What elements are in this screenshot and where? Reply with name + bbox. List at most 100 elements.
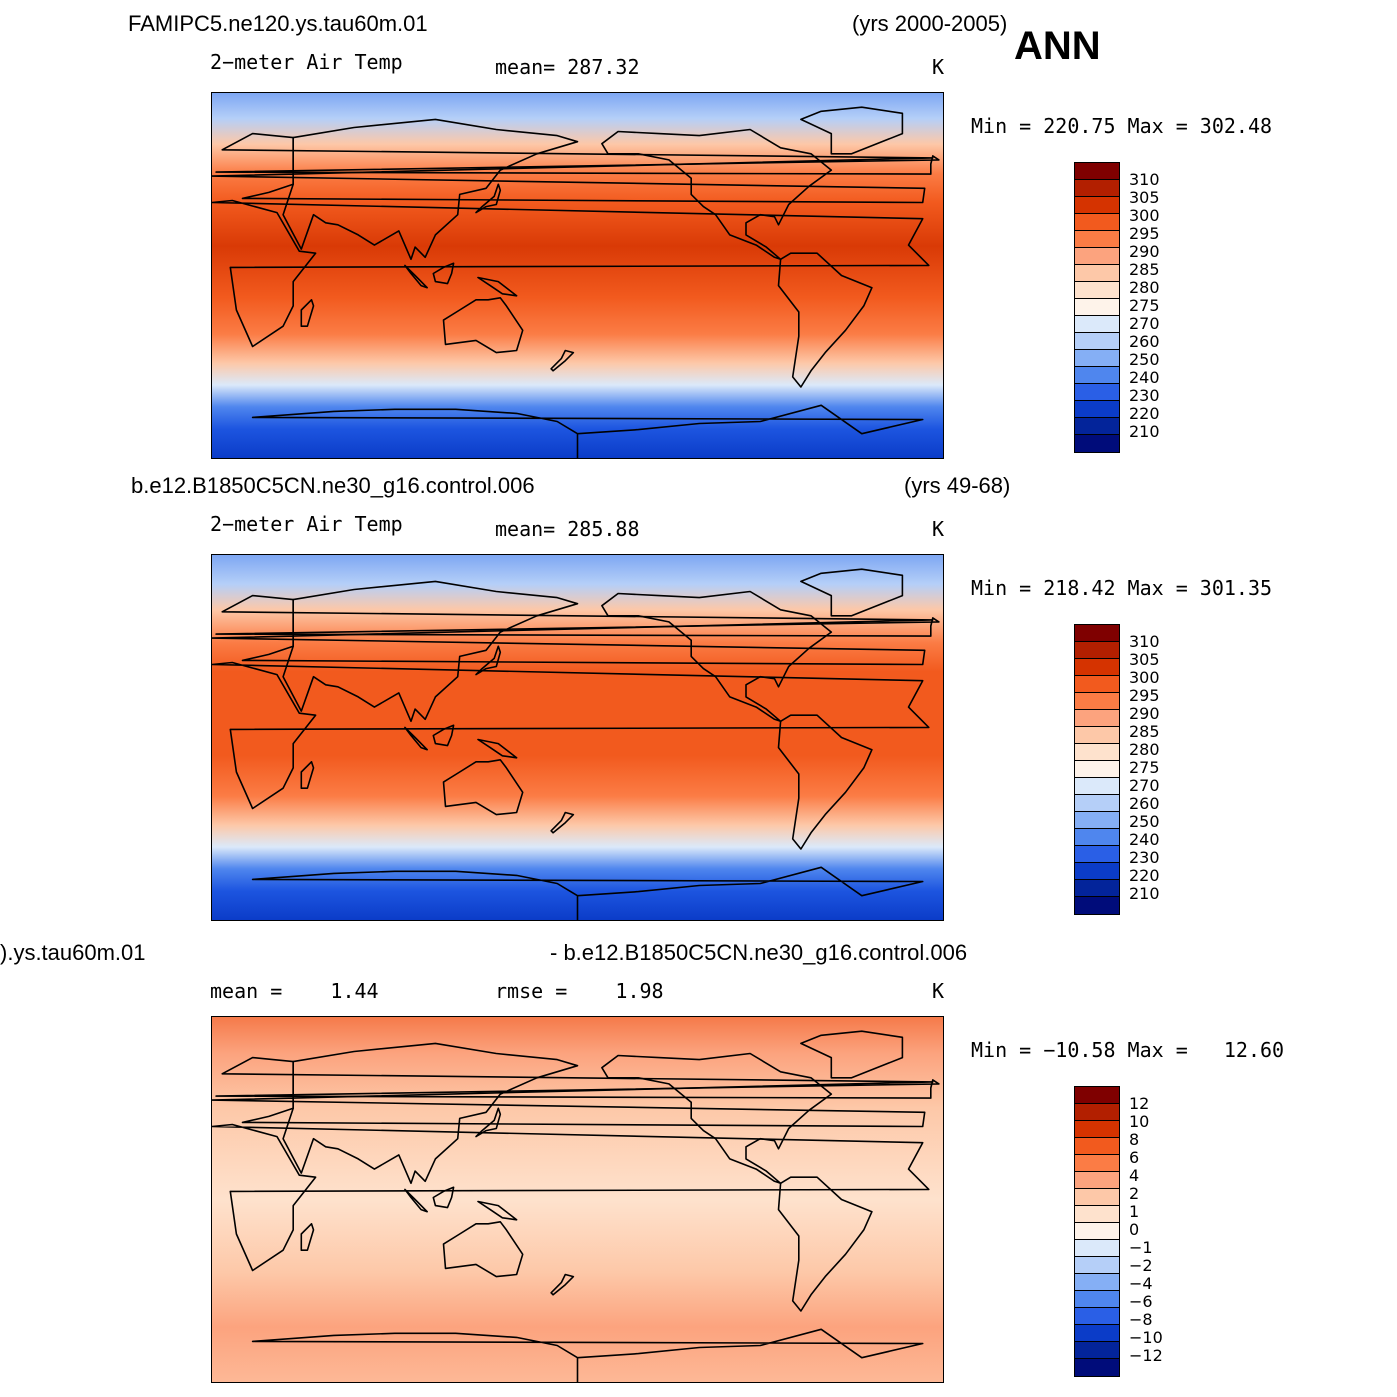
coastline xyxy=(432,1186,455,1209)
coastline xyxy=(777,1176,873,1312)
colorbar-tick-label: 2 xyxy=(1129,1184,1140,1203)
colorbar-tick-label: 310 xyxy=(1129,170,1160,189)
colorbar-cell xyxy=(1075,282,1119,299)
coastline xyxy=(550,349,575,372)
colorbar-tick-label: 310 xyxy=(1129,632,1160,651)
mean-label: mean= 287.32 xyxy=(495,55,640,79)
colorbar-cell xyxy=(1075,863,1119,880)
colorbar-cell xyxy=(1075,880,1119,897)
colorbar-cell xyxy=(1075,625,1119,642)
map-svg xyxy=(212,555,943,920)
coastline xyxy=(300,761,315,789)
coastline xyxy=(550,811,575,834)
colorbar-tick-label: −2 xyxy=(1129,1256,1153,1275)
colorbar-tick-label: 280 xyxy=(1129,278,1160,297)
map-svg xyxy=(212,93,943,458)
coastline xyxy=(442,297,524,354)
colorbar-tick-label: 290 xyxy=(1129,242,1160,261)
colorbar-cell xyxy=(1075,350,1119,367)
colorbar-cell xyxy=(1075,367,1119,384)
coastline xyxy=(251,404,924,458)
coastline xyxy=(212,132,934,204)
coastline xyxy=(601,128,833,261)
case-name: ).ys.tau60m.01 xyxy=(0,940,146,965)
colorbar-cell xyxy=(1075,642,1119,659)
coastline xyxy=(475,183,502,214)
colorbar-tick-label: 300 xyxy=(1129,668,1160,687)
colorbar-cell xyxy=(1075,659,1119,676)
temperature-field xyxy=(212,555,943,920)
colorbar-cell xyxy=(1075,1359,1119,1376)
min-max-label: Min = 218.42 Max = 301.35 xyxy=(971,576,1273,600)
case-name: FAMIPC5.ne120.ys.tau60m.01 xyxy=(128,11,428,36)
coastline xyxy=(601,1052,833,1185)
colorbar-cell xyxy=(1075,744,1119,761)
units-label: K xyxy=(932,517,945,541)
coastline xyxy=(800,106,904,155)
colorbar-tick-label: 6 xyxy=(1129,1148,1140,1167)
coastline xyxy=(477,738,518,759)
colorbar-cell xyxy=(1075,1223,1119,1240)
coastline xyxy=(212,661,930,810)
colorbar-tick-label: 285 xyxy=(1129,722,1160,741)
colorbar-cell xyxy=(1075,1342,1119,1359)
colorbar-cell xyxy=(1075,418,1119,435)
colorbar-tick-label: 270 xyxy=(1129,776,1160,795)
colorbar-cell xyxy=(1075,1257,1119,1274)
rmse-label: rmse = 1.98 xyxy=(495,979,664,1003)
colorbar xyxy=(1074,624,1120,915)
colorbar-cell xyxy=(1075,1308,1119,1325)
colorbar-cell xyxy=(1075,1291,1119,1308)
colorbar-cell xyxy=(1075,676,1119,693)
years-label: (yrs 2000-2005) xyxy=(852,11,1008,36)
colorbar-cell xyxy=(1075,435,1119,452)
colorbar-tick-label: 295 xyxy=(1129,224,1160,243)
coastline xyxy=(477,276,518,297)
coastline xyxy=(282,118,579,261)
coastline xyxy=(777,714,873,850)
colorbar-cell xyxy=(1075,1087,1119,1104)
colorbar-cell xyxy=(1075,384,1119,401)
coastline xyxy=(212,199,930,348)
coastline xyxy=(404,1188,428,1213)
colorbar-tick-label: 220 xyxy=(1129,404,1160,423)
map-plot xyxy=(211,1016,944,1383)
colorbar-tick-label: 295 xyxy=(1129,686,1160,705)
difference-label: - b.e12.B1850C5CN.ne30_g16.control.006 xyxy=(550,940,968,965)
coastline xyxy=(432,262,455,285)
coastline xyxy=(300,1223,315,1251)
coastline xyxy=(800,1030,904,1079)
mean-label: mean = 1.44 xyxy=(210,979,379,1003)
colorbar-tick-label: 275 xyxy=(1129,758,1160,777)
colorbar-tick-label: −1 xyxy=(1129,1238,1153,1257)
colorbar-tick-label: −8 xyxy=(1129,1310,1153,1329)
colorbar-tick-label: 250 xyxy=(1129,350,1160,369)
map-plot xyxy=(211,554,944,921)
case-name: b.e12.B1850C5CN.ne30_g16.control.006 xyxy=(131,473,535,498)
colorbar-cell xyxy=(1075,710,1119,727)
colorbar-tick-label: −10 xyxy=(1129,1328,1163,1347)
coastline xyxy=(215,155,940,175)
colorbar-tick-label: 4 xyxy=(1129,1166,1140,1185)
colorbar-tick-label: 250 xyxy=(1129,812,1160,831)
colorbar-cell xyxy=(1075,1325,1119,1342)
colorbar-tick-label: 270 xyxy=(1129,314,1160,333)
colorbar-cell xyxy=(1075,897,1119,914)
colorbar-cell xyxy=(1075,231,1119,248)
coastline xyxy=(282,580,579,723)
colorbar-tick-label: 260 xyxy=(1129,794,1160,813)
coastline xyxy=(251,866,924,920)
colorbar-cell xyxy=(1075,1274,1119,1291)
colorbar-cell xyxy=(1075,1172,1119,1189)
colorbar-tick-label: 305 xyxy=(1129,188,1160,207)
season-label: ANN xyxy=(1014,24,1101,68)
coastline xyxy=(282,1042,579,1185)
colorbar-tick-label: 240 xyxy=(1129,368,1160,387)
mean-label: mean= 285.88 xyxy=(495,517,640,541)
coastline xyxy=(550,1273,575,1296)
colorbar-tick-label: −4 xyxy=(1129,1274,1153,1293)
years-label: (yrs 49-68) xyxy=(904,473,1011,498)
colorbar-cell xyxy=(1075,401,1119,418)
units-label: K xyxy=(932,55,945,79)
colorbar-cell xyxy=(1075,812,1119,829)
